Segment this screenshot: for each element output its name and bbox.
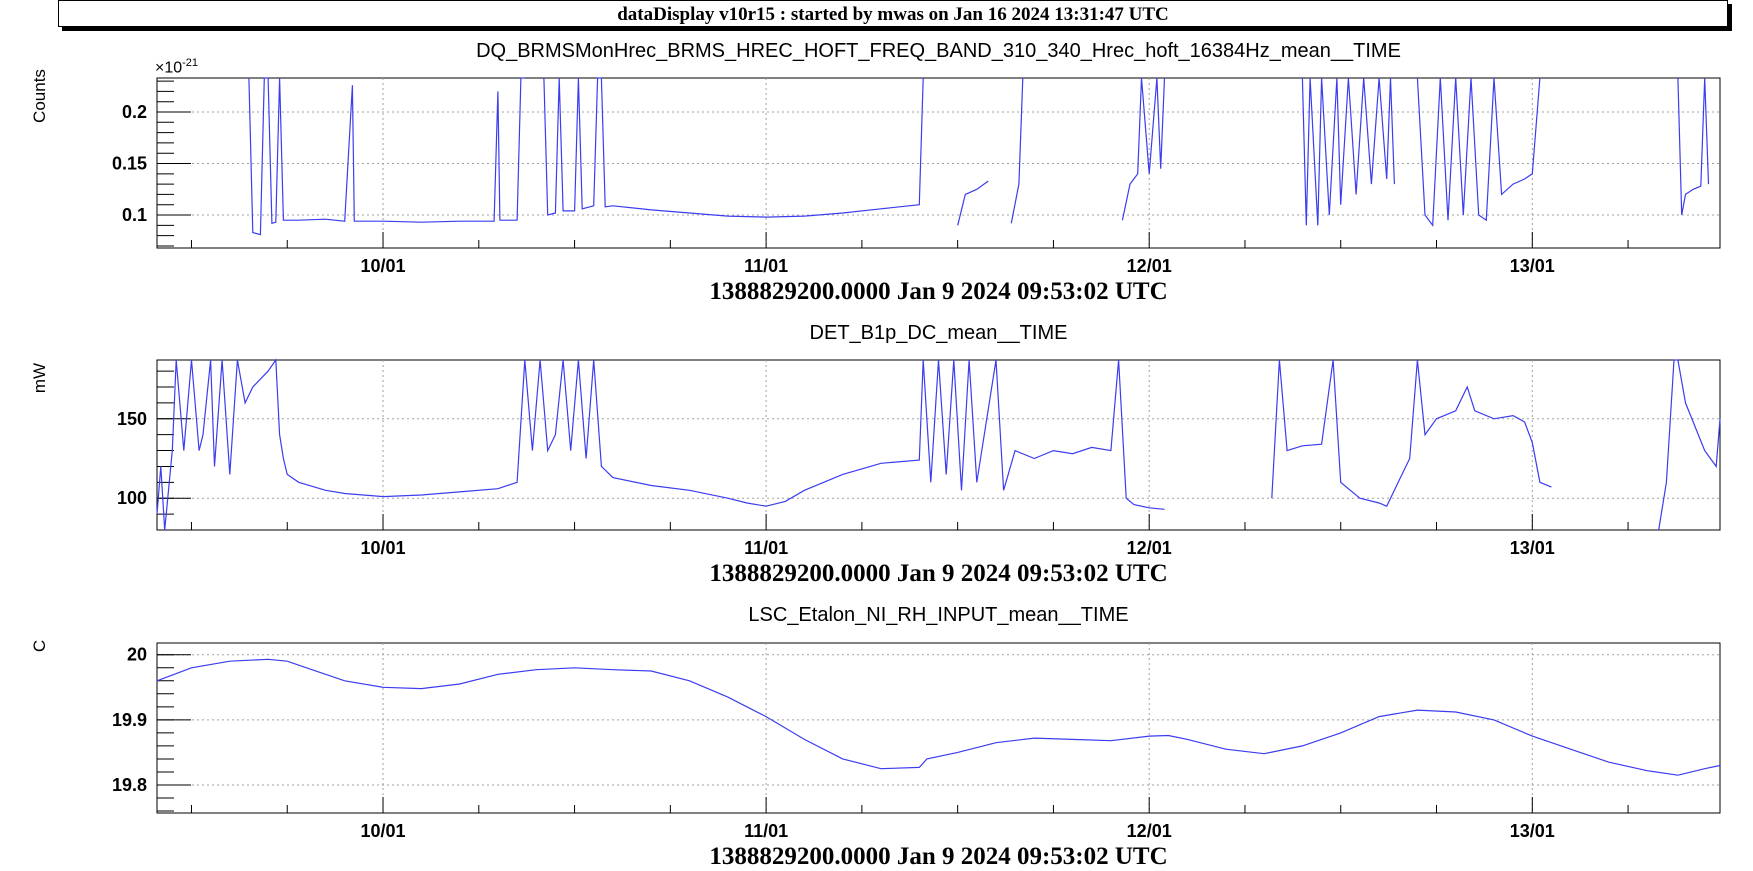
panel-2-xtick-label: 10/01 [360, 538, 405, 558]
panel-2-series-line [156, 358, 1721, 531]
panel-3-ytick-label: 19.8 [112, 775, 147, 795]
panel-1-ytick-label: 0.2 [122, 102, 147, 122]
panel-1-ytick-label: 0.1 [122, 205, 147, 225]
panel-1-xlabel: 1388829200.0000 Jan 9 2024 09:53:02 UTC [709, 278, 1168, 305]
panel-3-xlabel: 1388829200.0000 Jan 9 2024 09:53:02 UTC [709, 843, 1168, 870]
panel-1-series-line [248, 77, 1710, 236]
panel-3-xtick-label: 13/01 [1510, 821, 1555, 841]
panel-1-xtick-label: 10/01 [360, 256, 405, 276]
panel-2-xtick-label: 12/01 [1127, 538, 1172, 558]
panel-2-title: DET_B1p_DC_mean__TIME [809, 322, 1068, 344]
panel-3-frame [156, 642, 1721, 814]
panel-2-xtick-label: 11/01 [744, 538, 788, 558]
panel-3-xtick-label: 11/01 [744, 821, 788, 841]
panel-3-xtick-label: 10/01 [360, 821, 405, 841]
panel-2-xtick-label: 13/01 [1510, 538, 1555, 558]
panel-3-ytick-label: 20 [127, 645, 147, 665]
panel-3-title: LSC_Etalon_NI_RH_INPUT_mean__TIME [748, 604, 1129, 626]
panel-2-ytick-label: 150 [117, 409, 147, 429]
panel-1-exponent: ×10-21 [155, 57, 199, 77]
panel-1-xtick-label: 12/01 [1127, 256, 1172, 276]
panel-3-xtick-label: 12/01 [1127, 821, 1172, 841]
panel-3-series-line [156, 658, 1721, 776]
panel-1-ytick-label: 0.15 [112, 154, 147, 174]
panel-3-ytick-label: 19.9 [112, 710, 147, 730]
app-banner: dataDisplay v10r15 : started by mwas on … [58, 0, 1728, 27]
panel-2-xlabel: 1388829200.0000 Jan 9 2024 09:53:02 UTC [709, 560, 1168, 587]
panel-1-title: DQ_BRMSMonHrec_BRMS_HREC_HOFT_FREQ_BAND_… [476, 40, 1401, 62]
panel-1-frame [156, 77, 1721, 249]
panel-1-xtick-label: 11/01 [744, 256, 788, 276]
panel-1-xtick-label: 13/01 [1510, 256, 1555, 276]
panel-2-ytick-label: 100 [117, 488, 147, 508]
panel-2-frame [156, 359, 1721, 531]
